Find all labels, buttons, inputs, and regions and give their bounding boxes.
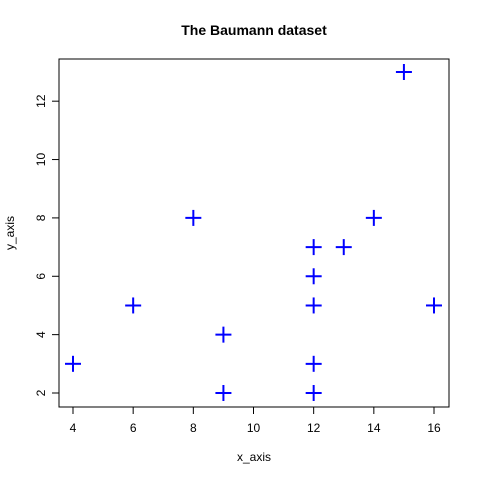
plot-frame: [58, 58, 450, 408]
x-tick-label: 4: [70, 421, 77, 435]
data-point: [215, 385, 232, 401]
x-tick-label: 16: [427, 421, 441, 435]
data-point: [395, 64, 412, 80]
data-point: [305, 239, 322, 256]
y-tick-label: 6: [34, 273, 48, 280]
data-point: [215, 326, 232, 343]
y-axis: 2 4 6 8 10 12: [34, 94, 60, 396]
x-tick-label: 8: [190, 421, 197, 435]
data-point: [305, 355, 322, 372]
x-tick-label: 6: [130, 421, 137, 435]
data-point: [65, 355, 81, 372]
data-point: [305, 385, 322, 401]
x-tick-label: 12: [307, 421, 321, 435]
data-point: [426, 297, 442, 314]
y-tick-label: 4: [34, 331, 48, 338]
y-tick-label: 10: [34, 153, 48, 167]
chart-title: The Baumann dataset: [181, 22, 327, 38]
x-axis: 4 6 8 10 12 14 16: [70, 406, 441, 435]
points-layer: [65, 64, 442, 401]
x-tick-label: 14: [367, 421, 381, 435]
data-point: [365, 209, 382, 226]
data-point: [335, 239, 352, 256]
y-tick-label: 2: [34, 389, 48, 396]
y-tick-label: 8: [34, 214, 48, 221]
data-point: [185, 209, 202, 226]
data-point: [125, 297, 142, 314]
data-point: [305, 268, 322, 285]
y-axis-label: y_axis: [3, 216, 17, 250]
x-tick-label: 10: [247, 421, 261, 435]
data-point: [305, 297, 322, 314]
x-axis-label: x_axis: [237, 450, 271, 464]
y-tick-label: 12: [34, 94, 48, 108]
